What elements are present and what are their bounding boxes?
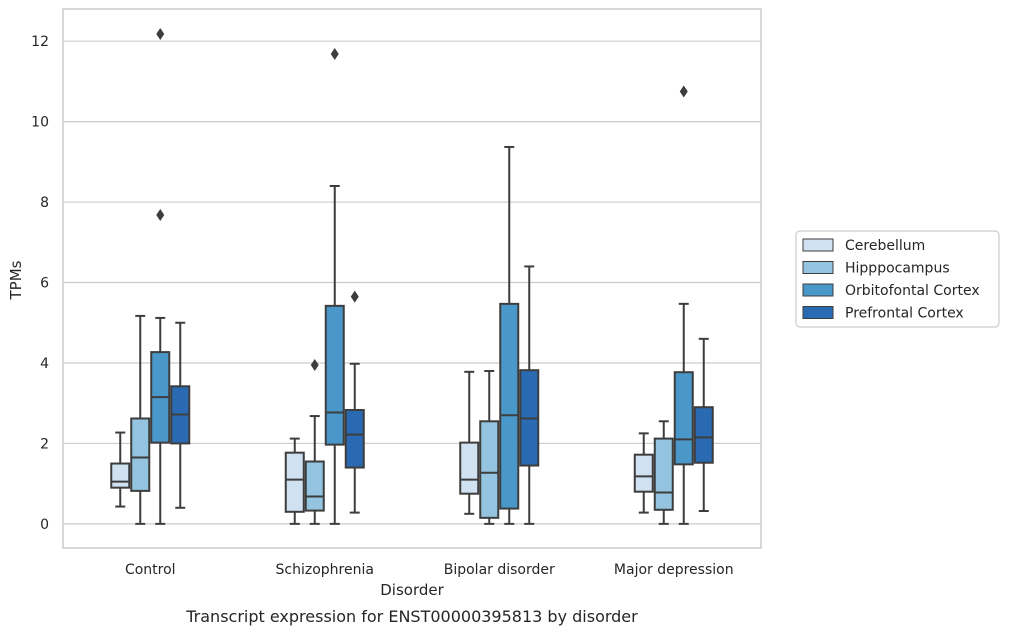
box-1-1: [304, 358, 325, 525]
legend-label: Orbitofontal Cortex: [845, 283, 980, 299]
outlier-point: [156, 27, 165, 40]
chart-caption: Transcript expression for ENST0000039581…: [185, 607, 638, 626]
box-iqr: [479, 420, 500, 519]
box-1-3: [344, 290, 365, 514]
box-iqr: [324, 304, 345, 446]
outlier-point: [350, 290, 359, 303]
box-0-2: [150, 27, 171, 525]
box-iqr: [130, 417, 151, 492]
box-iqr: [459, 441, 480, 495]
box-2-1: [479, 370, 500, 525]
legend-swatch: [802, 283, 834, 297]
legend-label: Cerebellum: [845, 238, 925, 254]
box-2-0: [459, 370, 480, 515]
box-iqr: [653, 437, 674, 511]
box-iqr: [633, 453, 654, 493]
plot-frame: [62, 8, 762, 549]
box-iqr: [344, 409, 365, 469]
y-axis-title: TPMs: [7, 260, 25, 300]
y-tick-label: 4: [40, 356, 49, 372]
x-axis-title: Disorder: [380, 581, 444, 599]
y-tick-label: 2: [40, 436, 49, 452]
y-tick-labels: 0 2 4 6 8 10 12: [31, 34, 49, 533]
legend-swatch: [802, 261, 834, 274]
box-3-2: [673, 85, 694, 525]
x-tick-label: Bipolar disorder: [444, 562, 555, 578]
legend-swatch: [802, 238, 834, 252]
y-tick-label: 10: [31, 115, 49, 131]
legend-swatch: [802, 306, 834, 319]
box-2-3: [519, 265, 540, 525]
box-0-1: [130, 314, 151, 525]
box-3-0: [633, 432, 654, 514]
box-iqr: [693, 406, 714, 464]
y-tick-label: 8: [40, 195, 49, 211]
outlier-point: [679, 85, 688, 98]
x-tick-labels: Control Schizophrenia Bipolar disorder Majo…: [125, 562, 734, 578]
x-tick-label: Major depression: [614, 562, 734, 578]
box-2-2: [499, 145, 520, 525]
y-tick-label: 6: [40, 276, 49, 292]
box-3-3: [693, 337, 714, 512]
outlier-point: [310, 358, 319, 371]
box-iqr: [499, 302, 520, 510]
box-0-0: [110, 431, 131, 508]
box-3-1: [653, 420, 674, 525]
legend: Cerebellum Hipppocampus Orbitofontal Corte…: [795, 230, 1000, 328]
box-1-0: [284, 437, 305, 525]
box-plots: [110, 27, 714, 525]
x-tick-label: Schizophrenia: [276, 562, 374, 578]
box-iqr: [304, 460, 325, 512]
legend-label: Hipppocampus: [845, 261, 950, 277]
legend-frame: [795, 230, 1000, 328]
legend-label: Prefrontal Cortex: [845, 306, 964, 322]
box-1-2: [324, 48, 345, 525]
x-tick-label: Control: [125, 562, 176, 578]
outlier-point: [330, 48, 339, 61]
box-0-3: [170, 321, 191, 509]
box-iqr: [284, 451, 305, 513]
outlier-point: [156, 208, 165, 221]
box-iqr: [110, 462, 131, 489]
box-iqr: [673, 371, 694, 466]
y-tick-label: 12: [31, 34, 49, 50]
y-tick-label: 0: [40, 517, 49, 533]
